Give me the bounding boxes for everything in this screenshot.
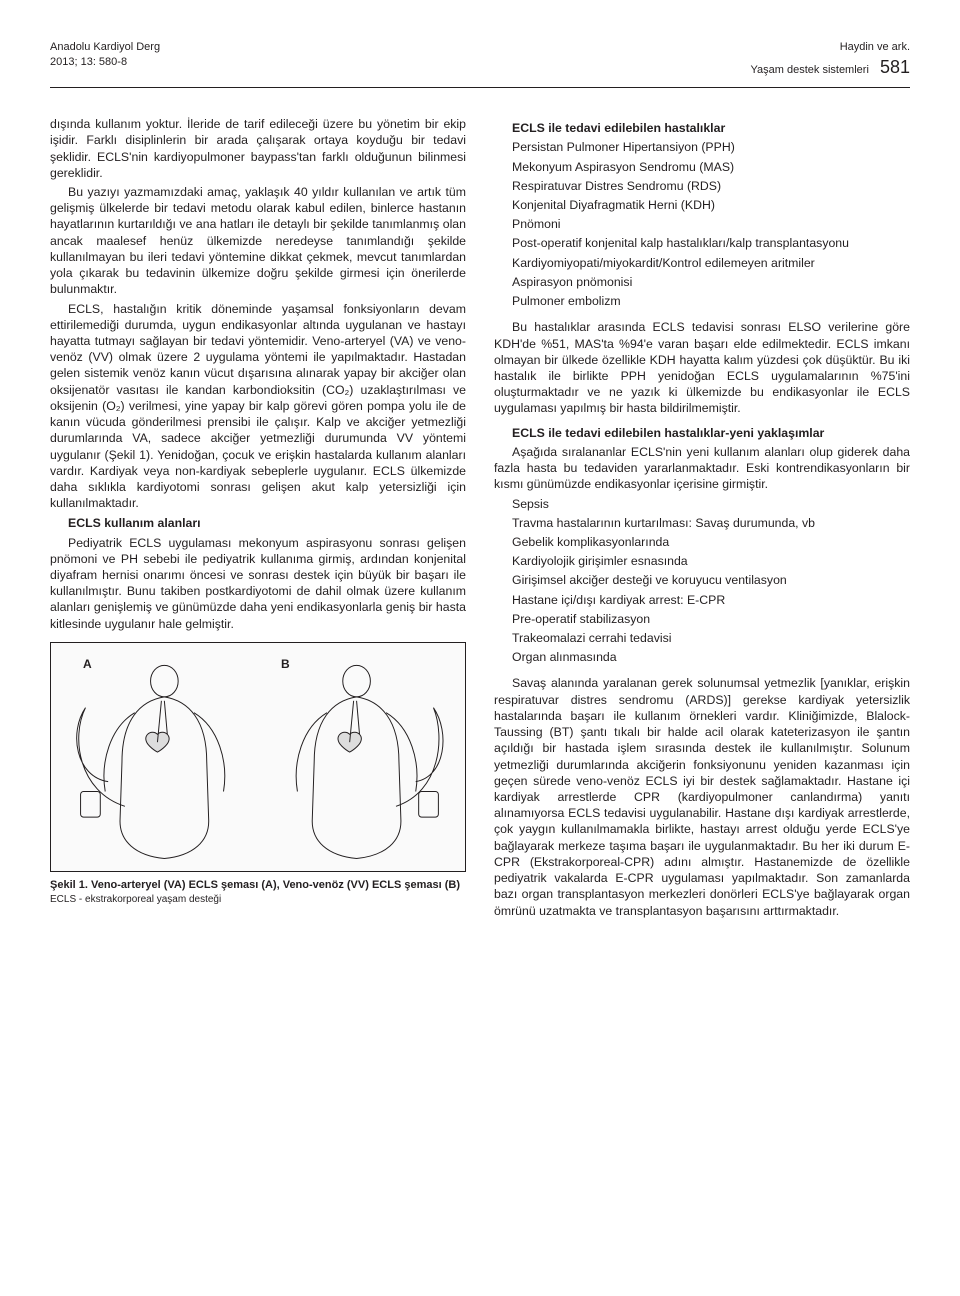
figure-1-caption: Şekil 1. Veno-arteryel (VA) ECLS şeması … — [50, 878, 466, 907]
left-column: dışında kullanım yoktur. İleride de tari… — [50, 116, 466, 922]
list-item: Respiratuvar Distres Sendromu (RDS) — [494, 178, 910, 194]
figure-svg — [51, 643, 465, 871]
list-item: Kardiyomiyopati/miyokardit/Kontrol edile… — [494, 255, 910, 271]
figure-1-image: A B — [50, 642, 466, 872]
header-left: Anadolu Kardiyol Derg 2013; 13: 580-8 — [50, 40, 160, 70]
left-sec1-body: Pediyatrik ECLS uygulaması mekonyum aspi… — [50, 535, 466, 632]
list-item: Post-operatif konjenital kalp hastalıkla… — [494, 235, 910, 251]
issue-info: 2013; 13: 580-8 — [50, 55, 160, 70]
left-p3: ECLS, hastalığın kritik döneminde yaşams… — [50, 301, 466, 512]
list-item: Travma hastalarının kurtarılması: Savaş … — [494, 515, 910, 531]
right-column: ECLS ile tedavi edilebilen hastalıklar P… — [494, 116, 910, 922]
figure-label-b: B — [281, 657, 290, 673]
right-sec1-title: ECLS ile tedavi edilebilen hastalıklar — [494, 120, 910, 136]
list-item: Trakeomalazi cerrahi tedavisi — [494, 630, 910, 646]
figure-label-a: A — [83, 657, 92, 673]
content-columns: dışında kullanım yoktur. İleride de tari… — [50, 116, 910, 922]
disease-list-2: Sepsis Travma hastalarının kurtarılması: … — [494, 496, 910, 666]
left-sec1-title: ECLS kullanım alanları — [50, 515, 466, 531]
figure-caption-small: ECLS - ekstrakorporeal yaşam desteği — [50, 894, 221, 905]
right-sec2-title: ECLS ile tedavi edilebilen hastalıklar-y… — [494, 425, 910, 441]
page-number: 581 — [880, 55, 910, 79]
list-item: Aspirasyon pnömonisi — [494, 274, 910, 290]
figure-caption-bold: Şekil 1. Veno-arteryel (VA) ECLS şeması … — [50, 879, 460, 891]
page-header: Anadolu Kardiyol Derg 2013; 13: 580-8 Ha… — [50, 40, 910, 79]
journal-name: Anadolu Kardiyol Derg — [50, 40, 160, 55]
authors: Haydin ve ark. — [751, 40, 911, 55]
list-item: Mekonyum Aspirasyon Sendromu (MAS) — [494, 159, 910, 175]
header-right: Haydin ve ark. Yaşam destek sistemleri 5… — [751, 40, 911, 79]
list-item: Hastane içi/dışı kardiyak arrest: E-CPR — [494, 592, 910, 608]
list-item: Kardiyolojik girişimler esnasında — [494, 553, 910, 569]
left-p2: Bu yazıyı yazmamızdaki amaç, yaklaşık 40… — [50, 184, 466, 298]
list-item: Konjenital Diyafragmatik Herni (KDH) — [494, 197, 910, 213]
list-item: Girişimsel akciğer desteği ve koruyucu v… — [494, 572, 910, 588]
list-item: Pulmoner embolizm — [494, 293, 910, 309]
list-item: Sepsis — [494, 496, 910, 512]
right-p3: Aşağıda sıralananlar ECLS'nin yeni kulla… — [494, 444, 910, 493]
list-item: Organ alınmasında — [494, 649, 910, 665]
list-item: Gebelik komplikasyonlarında — [494, 534, 910, 550]
list-item: Persistan Pulmoner Hipertansiyon (PPH) — [494, 139, 910, 155]
left-p1: dışında kullanım yoktur. İleride de tari… — [50, 116, 466, 181]
figure-1: A B — [50, 642, 466, 907]
short-title: Yaşam destek sistemleri — [751, 64, 869, 76]
disease-list-1: Persistan Pulmoner Hipertansiyon (PPH) Me… — [494, 139, 910, 309]
list-item: Pre-operatif stabilizasyon — [494, 611, 910, 627]
right-p4: Savaş alanında yaralanan gerek solunumsa… — [494, 675, 910, 918]
right-p2: Bu hastalıklar arasında ECLS tedavisi so… — [494, 319, 910, 416]
header-rule — [50, 87, 910, 88]
list-item: Pnömoni — [494, 216, 910, 232]
